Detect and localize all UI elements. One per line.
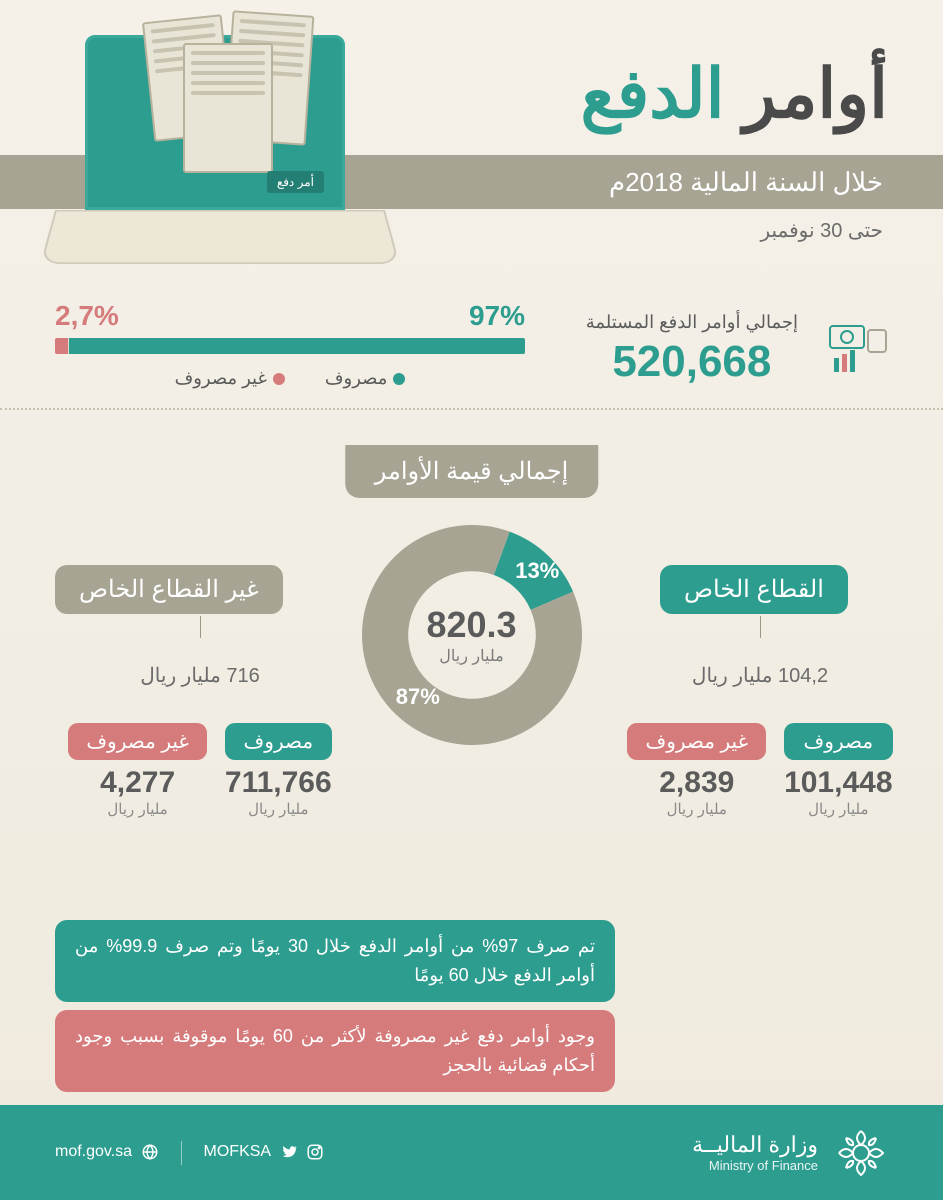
money-chart-icon <box>828 324 888 374</box>
title-part2: الدفع <box>581 56 725 132</box>
footer-links: MOFKSA mof.gov.sa <box>55 1141 324 1165</box>
unpaid-chip: غير مصروف <box>627 723 766 760</box>
non-private-paid-unit: مليار ريال <box>225 800 332 818</box>
laptop-illustration: أمر دفع <box>55 35 385 295</box>
footer: وزارة الماليــة Ministry of Finance MOFK… <box>0 1105 943 1200</box>
bar-paid-fill <box>69 338 525 354</box>
title-part1: أوامر <box>743 56 888 132</box>
private-unpaid: غير مصروف 2,839 مليار ريال <box>627 723 766 818</box>
non-private-paid: مصروف 711,766 مليار ريال <box>225 723 332 818</box>
date-note: حتى 30 نوفمبر <box>760 218 883 243</box>
donut-center: 820.3 مليار ريال <box>426 604 516 666</box>
website-link: mof.gov.sa <box>55 1143 159 1161</box>
paid-chip: مصروف <box>225 723 332 760</box>
bar-unpaid-fill <box>55 338 68 354</box>
document-icon <box>183 43 273 173</box>
non-private-unpaid-value: 4,277 <box>68 766 207 800</box>
org-name-en: Ministry of Finance <box>692 1158 818 1173</box>
non-private-unpaid-unit: مليار ريال <box>68 800 207 818</box>
private-paid-value: 101,448 <box>784 766 892 800</box>
bar-legend: مصروف غير مصروف <box>55 368 525 389</box>
private-amount: 104,2 مليار ريال <box>590 663 930 688</box>
progress-bar-block: 97% 2,7% مصروف غير مصروف <box>55 300 525 389</box>
donut-pct-private: 13% <box>515 558 559 584</box>
social-handle: MOFKSA <box>204 1143 324 1161</box>
unpaid-chip: غير مصروف <box>68 723 207 760</box>
non-private-column: 716 مليار ريال مصروف 711,766 مليار ريال … <box>30 610 370 818</box>
total-value: 520,668 <box>586 337 798 387</box>
non-private-paid-value: 711,766 <box>225 766 332 800</box>
non-private-sector-pill: غير القطاع الخاص <box>55 565 283 614</box>
donut-pct-nonprivate: 87% <box>396 684 440 710</box>
private-column: 104,2 مليار ريال مصروف 101,448 مليار ريا… <box>590 610 930 818</box>
donut-chart: 820.3 مليار ريال 13% 87% <box>357 520 587 750</box>
note-unpaid-reason: وجود أوامر دفع غير مصروفة لأكثر من 60 يو… <box>55 1010 615 1092</box>
total-label: إجمالي أوامر الدفع المستلمة <box>586 312 798 333</box>
non-private-amount: 716 مليار ريال <box>30 663 370 688</box>
laptop-screen: أمر دفع <box>85 35 345 210</box>
total-orders: إجمالي أوامر الدفع المستلمة 520,668 <box>586 312 798 387</box>
private-sector-pill: القطاع الخاص <box>660 565 848 614</box>
paid-chip: مصروف <box>784 723 892 760</box>
private-unpaid-value: 2,839 <box>627 766 766 800</box>
bar-track <box>55 338 525 354</box>
donut-unit: مليار ريال <box>426 646 516 666</box>
subtitle-text: خلال السنة المالية 2018م <box>609 167 883 198</box>
note-paid-timeline: تم صرف 97% من أوامر الدفع خلال 30 يومًا … <box>55 920 615 1002</box>
logo-block: وزارة الماليــة Ministry of Finance <box>692 1126 888 1180</box>
instagram-icon <box>306 1143 324 1161</box>
ministry-logo-icon <box>834 1126 888 1180</box>
private-unpaid-unit: مليار ريال <box>627 800 766 818</box>
unpaid-pct-label: 2,7% <box>55 300 119 332</box>
non-private-unpaid: غير مصروف 4,277 مليار ريال <box>68 723 207 818</box>
private-paid: مصروف 101,448 مليار ريال <box>784 723 892 818</box>
paid-pct-label: 97% <box>469 300 525 332</box>
legend-unpaid: غير مصروف <box>175 368 285 389</box>
section-title: إجمالي قيمة الأوامر <box>345 445 599 498</box>
org-name-ar: وزارة الماليــة <box>692 1132 818 1158</box>
globe-icon <box>141 1143 159 1161</box>
private-paid-unit: مليار ريال <box>784 800 892 818</box>
laptop-keyboard <box>40 210 400 264</box>
legend-paid: مصروف <box>325 368 406 389</box>
screen-button: أمر دفع <box>267 171 324 193</box>
donut-value: 820.3 <box>426 604 516 646</box>
main-title: أوامر الدفع <box>581 55 889 134</box>
twitter-icon <box>280 1143 298 1161</box>
